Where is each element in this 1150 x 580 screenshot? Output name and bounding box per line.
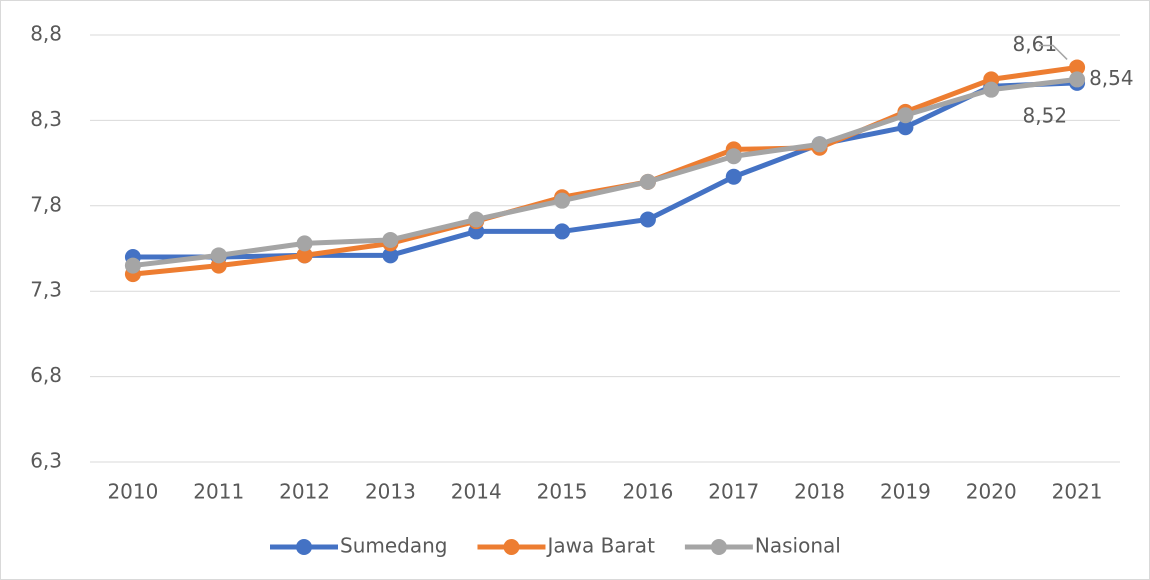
legend-label: Jawa Barat — [545, 534, 655, 558]
x-tick-label: 2014 — [451, 480, 502, 504]
data-point — [983, 81, 1000, 98]
y-tick-label: 7,8 — [30, 192, 62, 216]
data-point — [210, 247, 227, 264]
y-tick-label: 6,3 — [30, 449, 62, 473]
data-point — [468, 211, 485, 228]
y-tick-label: 6,8 — [30, 363, 62, 387]
legend-marker — [503, 539, 520, 555]
y-tick-label: 8,3 — [30, 107, 62, 131]
x-tick-label: 2021 — [1052, 480, 1103, 504]
data-point — [897, 119, 914, 136]
legend-marker — [710, 539, 727, 555]
legend-label: Sumedang — [340, 534, 447, 558]
y-tick-label: 8,8 — [30, 22, 62, 46]
data-point — [382, 247, 399, 264]
data-point — [296, 235, 313, 252]
data-point — [554, 223, 571, 240]
data-point — [725, 168, 742, 185]
data-point — [811, 136, 828, 153]
x-tick-label: 2020 — [966, 480, 1017, 504]
legend-label: Nasional — [755, 534, 841, 558]
data-point — [382, 231, 399, 248]
x-tick-label: 2010 — [107, 480, 158, 504]
y-tick-label: 7,3 — [30, 278, 62, 302]
data-label: 8,54 — [1089, 66, 1134, 90]
legend-marker — [296, 539, 312, 555]
data-point — [296, 247, 313, 264]
data-point — [1069, 59, 1086, 76]
data-point — [725, 148, 742, 165]
x-tick-label: 2018 — [794, 480, 845, 504]
x-tick-label: 2012 — [279, 480, 330, 504]
x-tick-label: 2016 — [622, 480, 673, 504]
data-point — [897, 107, 914, 124]
x-tick-label: 2017 — [708, 480, 759, 504]
x-tick-label: 2011 — [193, 480, 244, 504]
data-label: 8,61 — [1013, 32, 1058, 56]
data-label: 8,52 — [1023, 103, 1068, 127]
data-point — [639, 173, 656, 190]
series-line — [132, 76, 1078, 269]
data-point — [124, 257, 141, 274]
leader-line — [1039, 44, 1068, 60]
data-point — [639, 211, 656, 228]
data-point — [554, 192, 571, 209]
x-tick-label: 2019 — [880, 480, 931, 504]
x-tick-label: 2013 — [365, 480, 416, 504]
data-point — [1069, 71, 1086, 88]
x-tick-label: 2015 — [537, 480, 588, 504]
